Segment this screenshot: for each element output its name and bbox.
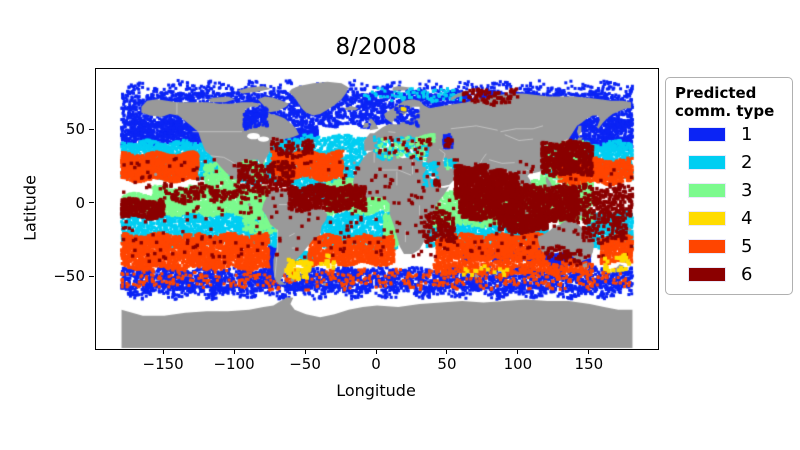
y-tick-label: 0 <box>75 193 85 212</box>
x-tick-label: 150 <box>574 355 604 373</box>
y-tick-mark <box>89 202 94 204</box>
legend-entry-label: 2 <box>741 152 753 174</box>
x-axis-label: Longitude <box>336 381 416 400</box>
legend-entry-label: 5 <box>741 236 753 258</box>
legend-entries: 1 2 3 4 5 6 <box>675 121 786 288</box>
legend-swatch <box>688 183 726 199</box>
legend-entry: 2 <box>675 149 786 176</box>
x-tick-mark <box>162 349 164 354</box>
legend-entry-label: 4 <box>741 208 753 230</box>
y-tick-label: −50 <box>53 267 85 286</box>
chart-title: 8/2008 <box>335 34 417 60</box>
legend-swatch <box>688 127 726 143</box>
x-tick-mark <box>517 349 519 354</box>
x-tick-mark <box>233 349 235 354</box>
legend-entry: 1 <box>675 121 786 148</box>
legend-entry: 6 <box>675 261 786 288</box>
x-tick-label: −100 <box>213 355 255 373</box>
legend-entry-label: 3 <box>741 180 753 202</box>
legend-swatch <box>688 211 726 227</box>
y-tick-label: 50 <box>65 120 85 139</box>
x-tick-label: −50 <box>289 355 321 373</box>
plot-area <box>95 68 659 350</box>
map-canvas <box>96 69 658 349</box>
x-tick-label: 0 <box>371 355 381 373</box>
legend-entry: 3 <box>675 177 786 204</box>
legend-entry-label: 1 <box>741 124 753 146</box>
x-tick-label: −150 <box>142 355 184 373</box>
legend-title-line1: Predicted <box>675 84 757 102</box>
y-tick-mark <box>89 275 94 277</box>
legend: Predicted comm. type 1 2 3 4 5 6 <box>665 77 793 296</box>
x-tick-mark <box>304 349 306 354</box>
x-tick-mark <box>446 349 448 354</box>
legend-title: Predicted comm. type <box>675 84 786 120</box>
x-tick-label: 50 <box>437 355 457 373</box>
x-tick-label: 100 <box>503 355 533 373</box>
y-axis-label: Latitude <box>20 175 40 241</box>
legend-entry: 5 <box>675 233 786 260</box>
y-tick-mark <box>89 128 94 130</box>
legend-swatch <box>688 267 726 283</box>
x-tick-mark <box>375 349 377 354</box>
legend-swatch <box>688 239 726 255</box>
legend-swatch <box>688 155 726 171</box>
x-tick-mark <box>588 349 590 354</box>
legend-entry: 4 <box>675 205 786 232</box>
legend-entry-label: 6 <box>741 264 753 286</box>
legend-title-line2: comm. type <box>675 101 775 120</box>
